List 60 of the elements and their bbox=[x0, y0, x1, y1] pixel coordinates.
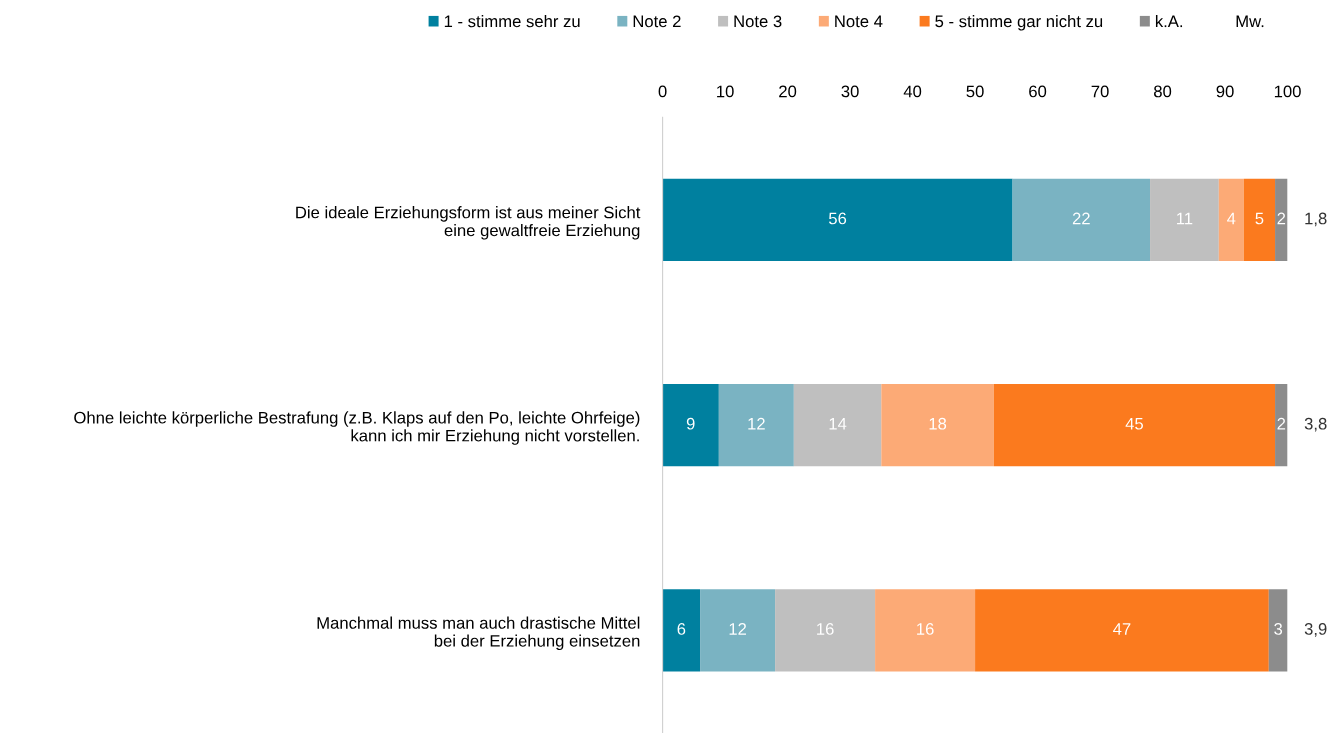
x-tick-label: 40 bbox=[903, 85, 922, 98]
text: Mw. bbox=[1236, 15, 1264, 28]
bar bbox=[1268, 589, 1288, 672]
data-label: 16 bbox=[817, 623, 834, 635]
data-label: 56 bbox=[828, 212, 847, 225]
legend-label: 1 - stimme sehr zu bbox=[444, 15, 580, 28]
y-tick-label: Die ideale Erziehungsform ist aus meiner Sicht eine gewaltfreie Erziehung bbox=[296, 206, 641, 240]
bar bbox=[1150, 178, 1219, 261]
data-label: 22 bbox=[1072, 212, 1090, 225]
x-tick-label: 80 bbox=[1154, 85, 1172, 98]
x-tick-label: 50 bbox=[966, 85, 984, 98]
x-tick-label: 100 bbox=[1274, 85, 1301, 98]
y-tick-label: Manchmal muss man auch drastische Mittel bei der Erziehung einsetzen bbox=[317, 616, 640, 651]
data-label: 12 bbox=[729, 623, 747, 635]
legend-label: 5 - stimme gar nicht zu bbox=[935, 15, 1103, 31]
x-tick-label: 20 bbox=[779, 85, 797, 98]
bar bbox=[662, 589, 701, 672]
bar bbox=[775, 589, 876, 672]
bar bbox=[993, 384, 1276, 467]
legend-label: Note 3 bbox=[734, 15, 782, 28]
bar bbox=[975, 589, 1269, 672]
data-label: 5 bbox=[1255, 212, 1264, 225]
bar bbox=[875, 589, 976, 672]
bar bbox=[1275, 178, 1288, 261]
data-label: 9 bbox=[686, 417, 695, 430]
text: 3,8 bbox=[1304, 417, 1327, 432]
x-tick-label: 10 bbox=[717, 85, 734, 98]
legend-label: k.A. bbox=[1155, 15, 1183, 28]
text: 1,8 bbox=[1305, 212, 1327, 227]
data-label: 3 bbox=[1274, 623, 1283, 635]
bar bbox=[1243, 178, 1276, 261]
bar bbox=[662, 384, 719, 467]
data-label: 2 bbox=[1277, 417, 1286, 430]
data-label: 6 bbox=[677, 623, 686, 635]
data-label: 2 bbox=[1277, 212, 1286, 225]
bar bbox=[793, 384, 882, 467]
x-tick-label: 60 bbox=[1029, 85, 1047, 98]
x-tick-label: 90 bbox=[1216, 85, 1234, 98]
x-tick-label: 30 bbox=[841, 85, 859, 98]
data-label: 4 bbox=[1227, 212, 1236, 225]
data-label: 12 bbox=[748, 417, 765, 430]
data-label: 47 bbox=[1113, 623, 1131, 635]
bar bbox=[718, 384, 794, 467]
data-label: 18 bbox=[929, 417, 947, 430]
data-label: 45 bbox=[1125, 417, 1144, 430]
legend-label: Note 4 bbox=[835, 15, 883, 28]
bar bbox=[1218, 178, 1244, 261]
bar bbox=[1012, 178, 1151, 261]
data-label: 14 bbox=[829, 417, 847, 430]
y-tick-label: Ohne leichte körperliche Bestrafung (z.B. Klaps auf den Po, leichte Ohrfeige) kann ich mir Erziehung nicht vorstellen. bbox=[74, 411, 640, 445]
data-label: 16 bbox=[917, 623, 934, 635]
bar bbox=[662, 178, 1013, 261]
x-tick-label: 0 bbox=[658, 85, 667, 98]
bar bbox=[700, 589, 776, 672]
data-label: 11 bbox=[1177, 212, 1193, 225]
legend-label: Note 2 bbox=[633, 15, 681, 28]
text: 3,9 bbox=[1304, 623, 1327, 637]
bar bbox=[1275, 384, 1288, 467]
bar bbox=[881, 384, 994, 467]
x-tick-label: 70 bbox=[1091, 85, 1109, 98]
